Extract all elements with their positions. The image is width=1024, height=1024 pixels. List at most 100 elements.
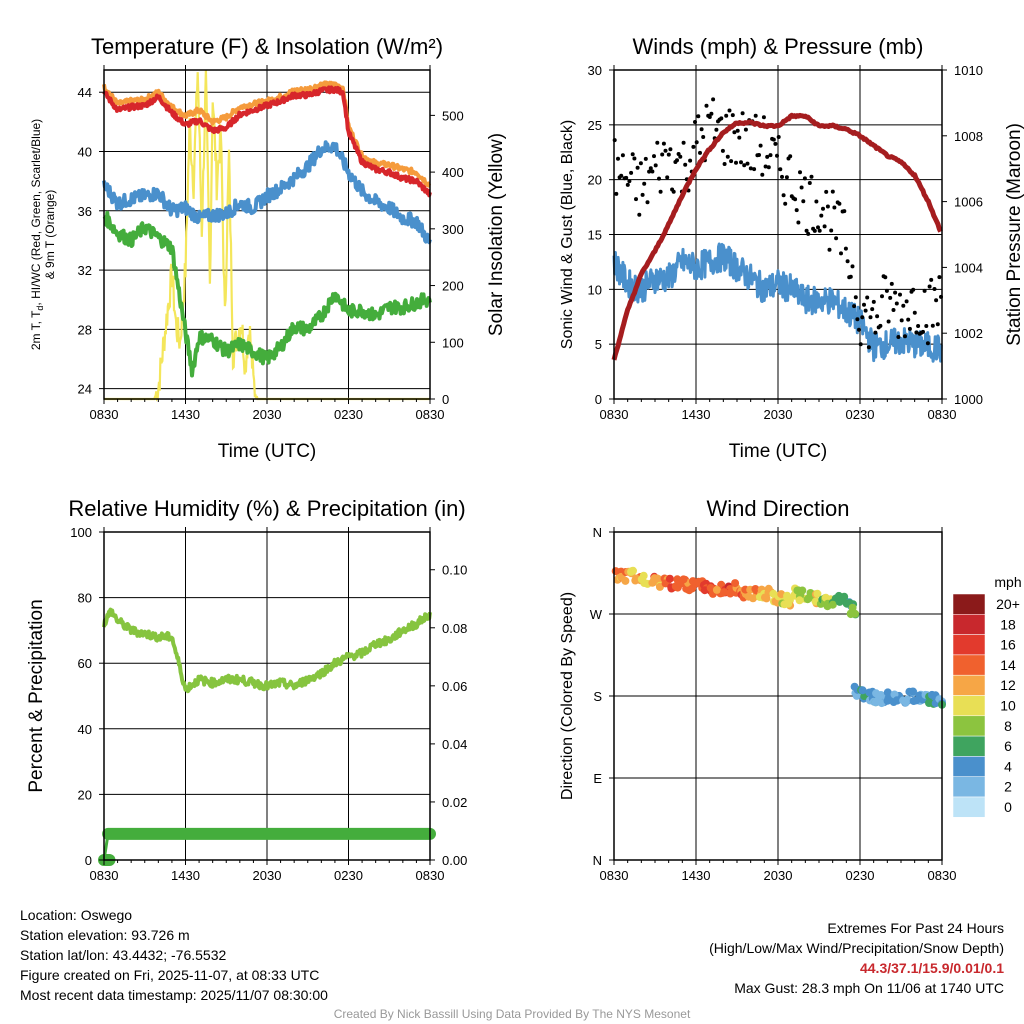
gust-point: [699, 127, 704, 132]
gust-point: [834, 236, 839, 241]
legend-label: 10: [1000, 698, 1016, 714]
gust-point: [870, 307, 875, 312]
gust-point: [638, 161, 643, 166]
legend-title: mph: [994, 574, 1021, 590]
gust-point: [788, 154, 793, 159]
gust-point: [739, 160, 743, 165]
gust-point: [711, 97, 716, 102]
gust-point: [725, 154, 730, 159]
y2-tick-label: 1008: [954, 129, 983, 144]
y-tick-label: 44: [78, 85, 92, 100]
y-tick-label: 5: [595, 337, 602, 352]
temp-panel: 0830 1430 2030 0230 0830 24 28 32 36 40 44 0 100 200 3…: [29, 34, 507, 462]
legend-label: 16: [1000, 637, 1016, 653]
gust-point: [784, 175, 789, 180]
gust-point: [734, 160, 738, 165]
direction-point: [901, 698, 910, 707]
gust-point: [742, 163, 747, 168]
x-tick-label: 2030: [764, 868, 793, 883]
direction-point: [798, 586, 807, 595]
y2-tick-label: 1010: [954, 63, 983, 78]
gust-point: [843, 246, 848, 251]
gust-point: [799, 185, 804, 190]
y-tick-label: 15: [588, 228, 602, 243]
gust-point: [657, 176, 661, 181]
direction-point: [893, 696, 902, 705]
gust-point: [839, 251, 843, 256]
latlon-text: Station lat/lon: 43.4432; -76.5532: [20, 947, 227, 963]
y2-tick-label: 200: [442, 279, 464, 294]
sonic-wind-line: [612, 242, 943, 363]
gust-point: [748, 166, 753, 171]
gust-point: [775, 153, 779, 158]
gust-point: [616, 156, 620, 161]
direction-point: [720, 588, 729, 597]
y2-tick-label: 0.04: [442, 737, 467, 752]
gust-point: [816, 225, 820, 230]
gust-point: [819, 213, 824, 218]
gust-point: [637, 212, 642, 217]
gust-point: [886, 319, 891, 324]
gust-point: [758, 143, 763, 148]
legend-swatch: [952, 715, 986, 737]
gust-point: [802, 176, 807, 181]
gust-point: [793, 197, 798, 202]
y2-tick-label: 0.00: [442, 853, 467, 868]
gust-point: [727, 108, 732, 113]
gust-point: [765, 154, 770, 159]
gust-point: [907, 326, 912, 331]
y2-tick-label: 100: [442, 335, 464, 350]
direction-point: [665, 574, 674, 583]
legend-swatch: [952, 735, 986, 757]
gust-point: [624, 175, 629, 180]
y-tick-label: 24: [78, 382, 92, 397]
y2-tick-label: 0.02: [442, 795, 467, 810]
direction-point: [638, 575, 647, 584]
gust-point: [694, 140, 699, 145]
y-tick-label: 40: [78, 722, 92, 737]
gust-point: [796, 220, 801, 225]
gust-point: [911, 287, 916, 292]
gust-point: [671, 189, 676, 194]
direction-point: [795, 596, 804, 605]
x-tick-label: 1430: [682, 407, 711, 422]
line-2m-t: [102, 85, 432, 198]
line-td: [102, 210, 432, 378]
gust-point: [683, 162, 688, 167]
speed-legend: mph 20+ 18 16 14 12 10 8 6 4 2 0: [952, 574, 1022, 818]
gust-point: [916, 324, 921, 328]
gust-point: [724, 113, 729, 118]
direction-point: [840, 592, 849, 601]
gust-point: [620, 153, 625, 158]
gust-point: [937, 275, 942, 280]
gust-point: [752, 167, 757, 172]
gust-point: [806, 231, 811, 236]
temp-title: Temperature (F) & Insolation (W/m²): [91, 34, 443, 59]
gust-point: [688, 158, 693, 163]
y2-tick-label: 0.06: [442, 679, 467, 694]
x-tick-label: 0830: [416, 407, 445, 422]
y2-tick-label: 500: [442, 108, 464, 123]
y-tick-label: 0: [595, 392, 602, 407]
x-tick-label: 0830: [928, 407, 957, 422]
y-tick-label: S: [593, 689, 602, 704]
gust-point: [883, 275, 888, 280]
dir-panel: mph 20+ 18 16 14 12 10 8 6 4 2 0 0830 1430 2030 0230 083…: [559, 496, 1022, 883]
gust-point: [675, 158, 679, 163]
gust-point: [763, 164, 768, 169]
gust-point: [766, 165, 771, 170]
gust-point: [768, 153, 773, 158]
gust-point: [745, 161, 750, 166]
y-tick-label: 40: [78, 145, 92, 160]
x-tick-label: 2030: [253, 407, 282, 422]
gust-point: [932, 287, 937, 291]
y-tick-label: E: [593, 771, 602, 786]
gust-point: [804, 228, 809, 233]
pressure-line: [611, 112, 943, 361]
x-tick-label: 0830: [928, 868, 957, 883]
gust-point: [761, 115, 766, 120]
y-tick-label: 20: [78, 787, 92, 802]
gust-point: [878, 323, 883, 328]
gust-point: [630, 152, 635, 157]
gust-point: [663, 148, 668, 153]
